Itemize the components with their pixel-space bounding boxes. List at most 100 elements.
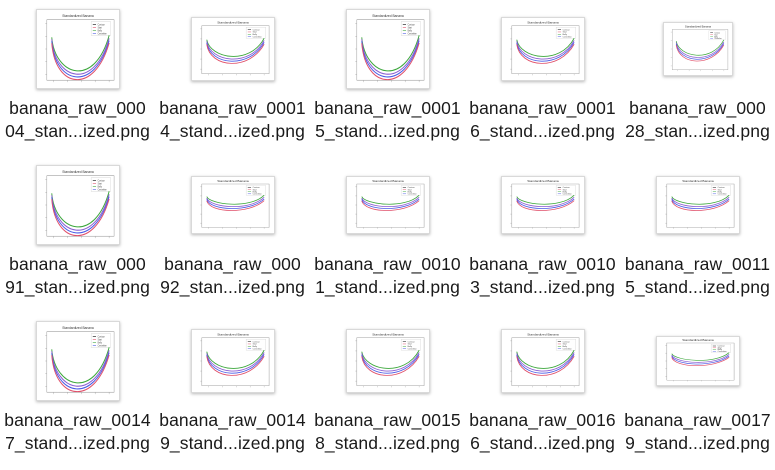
plot-axes-frame [511,25,579,74]
plot-thumbnail-image: Standardized BananaContourStartBellyCent… [354,333,424,388]
legend-label-text: Centerline [562,347,571,350]
plot-title-text: Standardized Banana [527,21,559,25]
file-thumbnail[interactable]: Standardized Banana Contour Start Belly Cent… [500,176,585,234]
legend-label-text: Contour [97,23,104,26]
legend-label-text: Belly [562,191,566,193]
file-name-line-2: 92_stan...ized.png [160,277,305,297]
banana-curve [670,194,729,205]
file-item[interactable]: Standardized Banana Contour Start Belly Cent… [465,6,620,156]
thumbnail-area: Standardized Banana Contour Start Belly Cent… [155,318,310,404]
file-thumbnail[interactable]: Standardized Banana Contour Start Belly Cent… [35,9,120,89]
file-thumbnail[interactable]: Standardized Banana Contour Start Belly Cent… [655,336,740,386]
file-thumbnail[interactable]: Standardized Banana Contour Start Belly Cent… [662,22,733,76]
legend-label-text: Belly [407,30,412,32]
file-thumbnail[interactable]: Standardized Banana Contour Start Belly Cent… [35,321,120,401]
file-item[interactable]: Standardized Banana Contour Start Belly Cent… [620,162,775,312]
file-item[interactable]: Standardized Banana Contour Start Belly Cent… [310,318,465,468]
thumbnail-area: Standardized Banana Contour Start Belly Cent… [310,162,465,248]
file-thumbnail[interactable]: Standardized Banana Contour Start Belly Cent… [190,17,275,81]
file-name-line-1: banana_raw_000 [9,254,146,274]
banana-curve [50,191,110,228]
legend-label-text: Belly [252,191,256,193]
file-name-line-2: 8_stand...ized.png [315,433,460,453]
banana-curve [50,350,110,387]
plot-thumbnail-image: Standardized BananaContourStartBellyCent… [354,14,424,83]
legend-label-text: Start [562,188,567,191]
legend-label-text: Start [407,26,412,29]
file-item[interactable]: Standardized Banana Contour Start Belly Cent… [465,162,620,312]
file-name-label[interactable]: banana_raw_0001 6_stand...ized.png [465,97,620,143]
file-name-label[interactable]: banana_raw_0011 5_stand...ized.png [620,253,775,299]
legend-label-text: Contour [252,28,259,31]
banana-curve [515,200,574,211]
file-name-label[interactable]: banana_raw_0016 6_stand...ized.png [465,409,620,455]
file-name-label[interactable]: banana_raw_0017 9_stand...ized.png [620,409,775,455]
file-thumbnail[interactable]: Standardized Banana Contour Start Belly Cent… [500,17,585,81]
banana-curve [515,354,575,374]
plot-thumbnail-image: Standardized BananaContourStartBellyCent… [664,179,734,229]
file-item[interactable]: Standardized Banana Contour Start Belly Cent… [465,318,620,468]
legend-label-text: Contour [97,179,104,182]
file-name-line-1: banana_raw_0011 [624,254,771,274]
banana-curve [360,354,420,374]
legend-label-text: Start [407,343,412,346]
file-name-label[interactable]: banana_raw_000 91_stan...ized.png [0,253,155,299]
file-name-label[interactable]: banana_raw_0010 1_stand...ized.png [310,253,465,299]
legend-label-text: Belly [252,346,256,348]
file-name-line-2: 9_stand...ized.png [160,433,305,453]
file-thumbnail[interactable]: Standardized Banana Contour Start Belly Cent… [190,329,275,393]
file-name-label[interactable]: banana_raw_0010 3_stand...ized.png [465,253,620,299]
file-name-label[interactable]: banana_raw_0014 7_stand...ized.png [0,409,155,455]
file-item[interactable]: Standardized Banana Contour Start Belly Cent… [0,6,155,156]
file-name-label[interactable]: banana_raw_000 28_stan...ized.png [620,97,775,143]
file-name-label[interactable]: banana_raw_0001 5_stand...ized.png [310,97,465,143]
plot-title-text: Standardized Banana [682,179,714,183]
file-thumbnail[interactable]: Standardized Banana Contour Start Belly Cent… [655,176,740,234]
file-thumbnail[interactable]: Standardized Banana Contour Start Belly Cent… [500,329,585,393]
thumbnail-area: Standardized Banana Contour Start Belly Cent… [0,162,155,248]
file-name-line-2: 9_stand...ized.png [625,433,770,453]
legend-label-text: Contour [252,340,259,343]
banana-curve [360,349,420,369]
file-name-line-1: banana_raw_0014 [4,410,151,430]
file-item[interactable]: Standardized Banana Contour Start Belly Cent… [155,318,310,468]
file-name-line-1: banana_raw_0014 [159,410,306,430]
file-thumbnail[interactable]: Standardized Banana Contour Start Belly Cent… [190,176,275,234]
file-item[interactable]: Standardized Banana Contour Start Belly Cent… [620,318,775,468]
banana-curve [675,44,724,62]
file-item[interactable]: Standardized Banana Contour Start Belly Cent… [0,162,155,312]
file-item[interactable]: Standardized Banana Contour Start Belly Cent… [155,6,310,156]
file-item[interactable]: Standardized Banana Contour Start Belly Cent… [620,6,775,156]
legend-label-text: Start [97,338,102,341]
file-thumbnail[interactable]: Standardized Banana Contour Start Belly Cent… [35,165,120,245]
file-name-label[interactable]: banana_raw_000 92_stan...ized.png [155,253,310,299]
file-name-label[interactable]: banana_raw_0015 8_stand...ized.png [310,409,465,455]
file-name-line-2: 4_stand...ized.png [160,121,305,141]
file-name-label[interactable]: banana_raw_0014 9_stand...ized.png [155,409,310,455]
file-name-line-1: banana_raw_0010 [469,254,616,274]
file-thumbnail[interactable]: Standardized Banana Contour Start Belly Cent… [345,329,430,393]
legend-label-text: Contour [714,31,720,34]
banana-curve [205,354,265,374]
file-item[interactable]: Standardized Banana Contour Start Belly Cent… [155,162,310,312]
file-item[interactable]: Standardized Banana Contour Start Belly Cent… [310,6,465,156]
plot-legend-box [400,185,421,196]
file-item[interactable]: Standardized Banana Contour Start Belly Cent… [0,318,155,468]
plot-axes-frame [46,331,114,393]
legend-label-text: Contour [717,186,724,189]
plot-axes-frame [511,183,579,228]
file-item[interactable]: Standardized Banana Contour Start Belly Cent… [310,162,465,312]
banana-curve [515,42,575,62]
file-thumbnail[interactable]: Standardized Banana Contour Start Belly Cent… [345,9,430,89]
plot-legend-box [708,30,725,41]
plot-legend-box [90,333,111,348]
legend-label-text: Centerline [407,193,416,196]
plot-title-text: Standardized Banana [62,14,93,18]
banana-curve [670,200,729,211]
file-name-label[interactable]: banana_raw_0001 4_stand...ized.png [155,97,310,143]
legend-label-text: Belly [97,186,102,188]
file-name-label[interactable]: banana_raw_000 04_stan...ized.png [0,97,155,143]
plot-axes-frame [666,342,734,381]
file-thumbnail[interactable]: Standardized Banana Contour Start Belly Cent… [345,176,430,234]
legend-label-text: Start [407,188,412,191]
